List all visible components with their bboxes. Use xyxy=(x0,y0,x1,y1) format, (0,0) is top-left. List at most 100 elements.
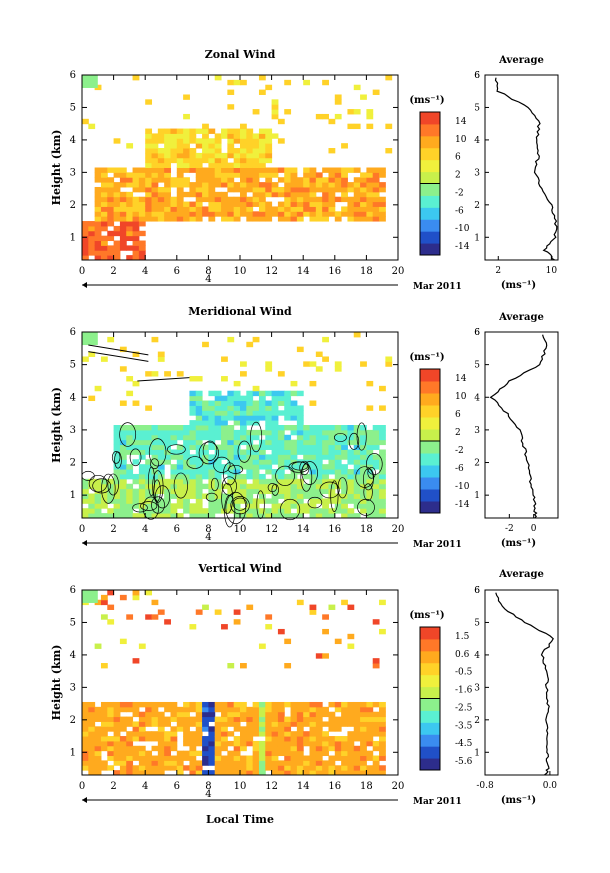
heatmap-cell xyxy=(353,454,361,460)
heatmap-cell xyxy=(258,760,266,766)
colorbar-swatch xyxy=(420,183,440,196)
average-y-tick-label: 2 xyxy=(474,201,480,211)
heatmap-cell xyxy=(138,493,146,499)
heatmap-cell xyxy=(277,736,285,742)
heatmap-cell xyxy=(113,760,121,766)
heatmap-cell xyxy=(126,429,134,436)
heatmap-cell xyxy=(258,439,266,446)
heatmap-cell xyxy=(360,206,367,212)
heatmap-cell xyxy=(227,162,235,168)
heatmap-cell xyxy=(372,177,380,183)
heatmap-cell xyxy=(195,765,203,771)
heatmap-cell xyxy=(353,745,361,752)
colorbar-swatch xyxy=(420,710,440,723)
heatmap-cell xyxy=(208,508,216,514)
heatmap-cell xyxy=(227,390,235,397)
heatmap-cell xyxy=(372,508,380,514)
heatmap-cell xyxy=(202,410,209,416)
heatmap-cell xyxy=(138,731,146,737)
contour-line xyxy=(148,466,155,497)
heatmap-cell xyxy=(296,410,304,416)
heatmap-cell xyxy=(290,736,298,742)
heatmap-cell xyxy=(328,444,336,450)
heatmap-cell xyxy=(328,736,336,742)
heatmap-cell xyxy=(176,434,184,441)
heatmap-cell xyxy=(195,206,203,212)
heatmap-cell xyxy=(309,167,317,173)
heatmap-cell xyxy=(290,464,298,470)
heatmap-cell xyxy=(372,711,380,718)
heatmap-cell xyxy=(170,503,178,509)
x-tick-label: 4 xyxy=(142,781,148,792)
heatmap-cell xyxy=(360,201,367,207)
heatmap-cell xyxy=(214,473,222,480)
heatmap-cell xyxy=(360,503,367,509)
heatmap-cell xyxy=(315,206,323,212)
heatmap-cell xyxy=(290,740,298,747)
heatmap-cell xyxy=(366,483,374,490)
heatmap-cell xyxy=(379,483,386,490)
heatmap-cell xyxy=(82,716,89,722)
average-y-tick-label: 6 xyxy=(474,71,480,81)
heatmap-cell xyxy=(284,186,292,193)
heatmap-cell xyxy=(82,478,89,485)
heatmap-cell xyxy=(265,405,273,411)
heatmap-cell xyxy=(113,731,121,737)
contour-line xyxy=(299,460,310,476)
x-tick-label: 8 xyxy=(205,266,211,277)
heatmap-cell xyxy=(347,186,355,193)
heatmap-cell xyxy=(151,469,159,475)
heatmap-cell xyxy=(88,760,96,766)
heatmap-cell xyxy=(252,770,260,776)
heatmap-cell xyxy=(258,182,266,188)
heatmap-cell xyxy=(271,706,279,713)
heatmap-cell xyxy=(176,133,184,139)
heatmap-cell xyxy=(258,488,266,495)
heatmap-cell xyxy=(170,425,178,431)
heatmap-cell xyxy=(208,740,216,747)
heatmap-cell xyxy=(126,473,134,480)
heatmap-cells xyxy=(82,332,393,519)
heatmap-cell xyxy=(328,148,336,154)
heatmap-cell xyxy=(328,755,336,761)
heatmap-cell xyxy=(277,513,285,519)
heatmap-cell xyxy=(164,701,171,708)
heatmap-cell xyxy=(379,478,386,485)
heatmap-cell xyxy=(303,473,311,480)
heatmap-cell xyxy=(157,755,165,761)
heatmap-cell xyxy=(94,750,102,757)
average-y-tick-label: 6 xyxy=(474,586,480,596)
colorbar-tick-label: -2 xyxy=(455,188,464,198)
heatmap-cell xyxy=(277,706,285,713)
heatmap-cell xyxy=(271,469,279,475)
heatmap-cell xyxy=(290,429,298,436)
heatmap-cell xyxy=(164,736,171,742)
heatmap-cell xyxy=(107,255,115,261)
heatmap-cell xyxy=(208,736,216,742)
heatmap-cell xyxy=(322,628,329,635)
heatmap-cell xyxy=(252,201,260,207)
heatmap-cell xyxy=(334,736,342,742)
heatmap-cell xyxy=(353,701,361,708)
heatmap-cell xyxy=(252,167,260,173)
heatmap-cell xyxy=(164,211,171,217)
heatmap-cell xyxy=(221,721,228,727)
heatmap-cell xyxy=(170,755,178,761)
heatmap-cell xyxy=(145,770,153,776)
heatmap-cell xyxy=(202,425,209,431)
heatmap-cell xyxy=(240,410,247,416)
heatmap-cell xyxy=(379,439,386,446)
heatmap-cell xyxy=(94,84,102,91)
heatmap-cell xyxy=(296,731,304,737)
heatmap-cell xyxy=(227,79,235,86)
heatmap-cell xyxy=(189,508,197,514)
heatmap-cell xyxy=(296,716,304,722)
heatmap-cell xyxy=(315,172,323,178)
heatmap-cell xyxy=(360,483,367,490)
heatmap-cell xyxy=(309,731,317,737)
heatmap-cell xyxy=(88,706,96,713)
heatmap-cell xyxy=(183,425,190,431)
heatmap-cell xyxy=(233,439,241,446)
contour-line xyxy=(250,421,263,453)
heatmap-cell xyxy=(246,420,254,426)
